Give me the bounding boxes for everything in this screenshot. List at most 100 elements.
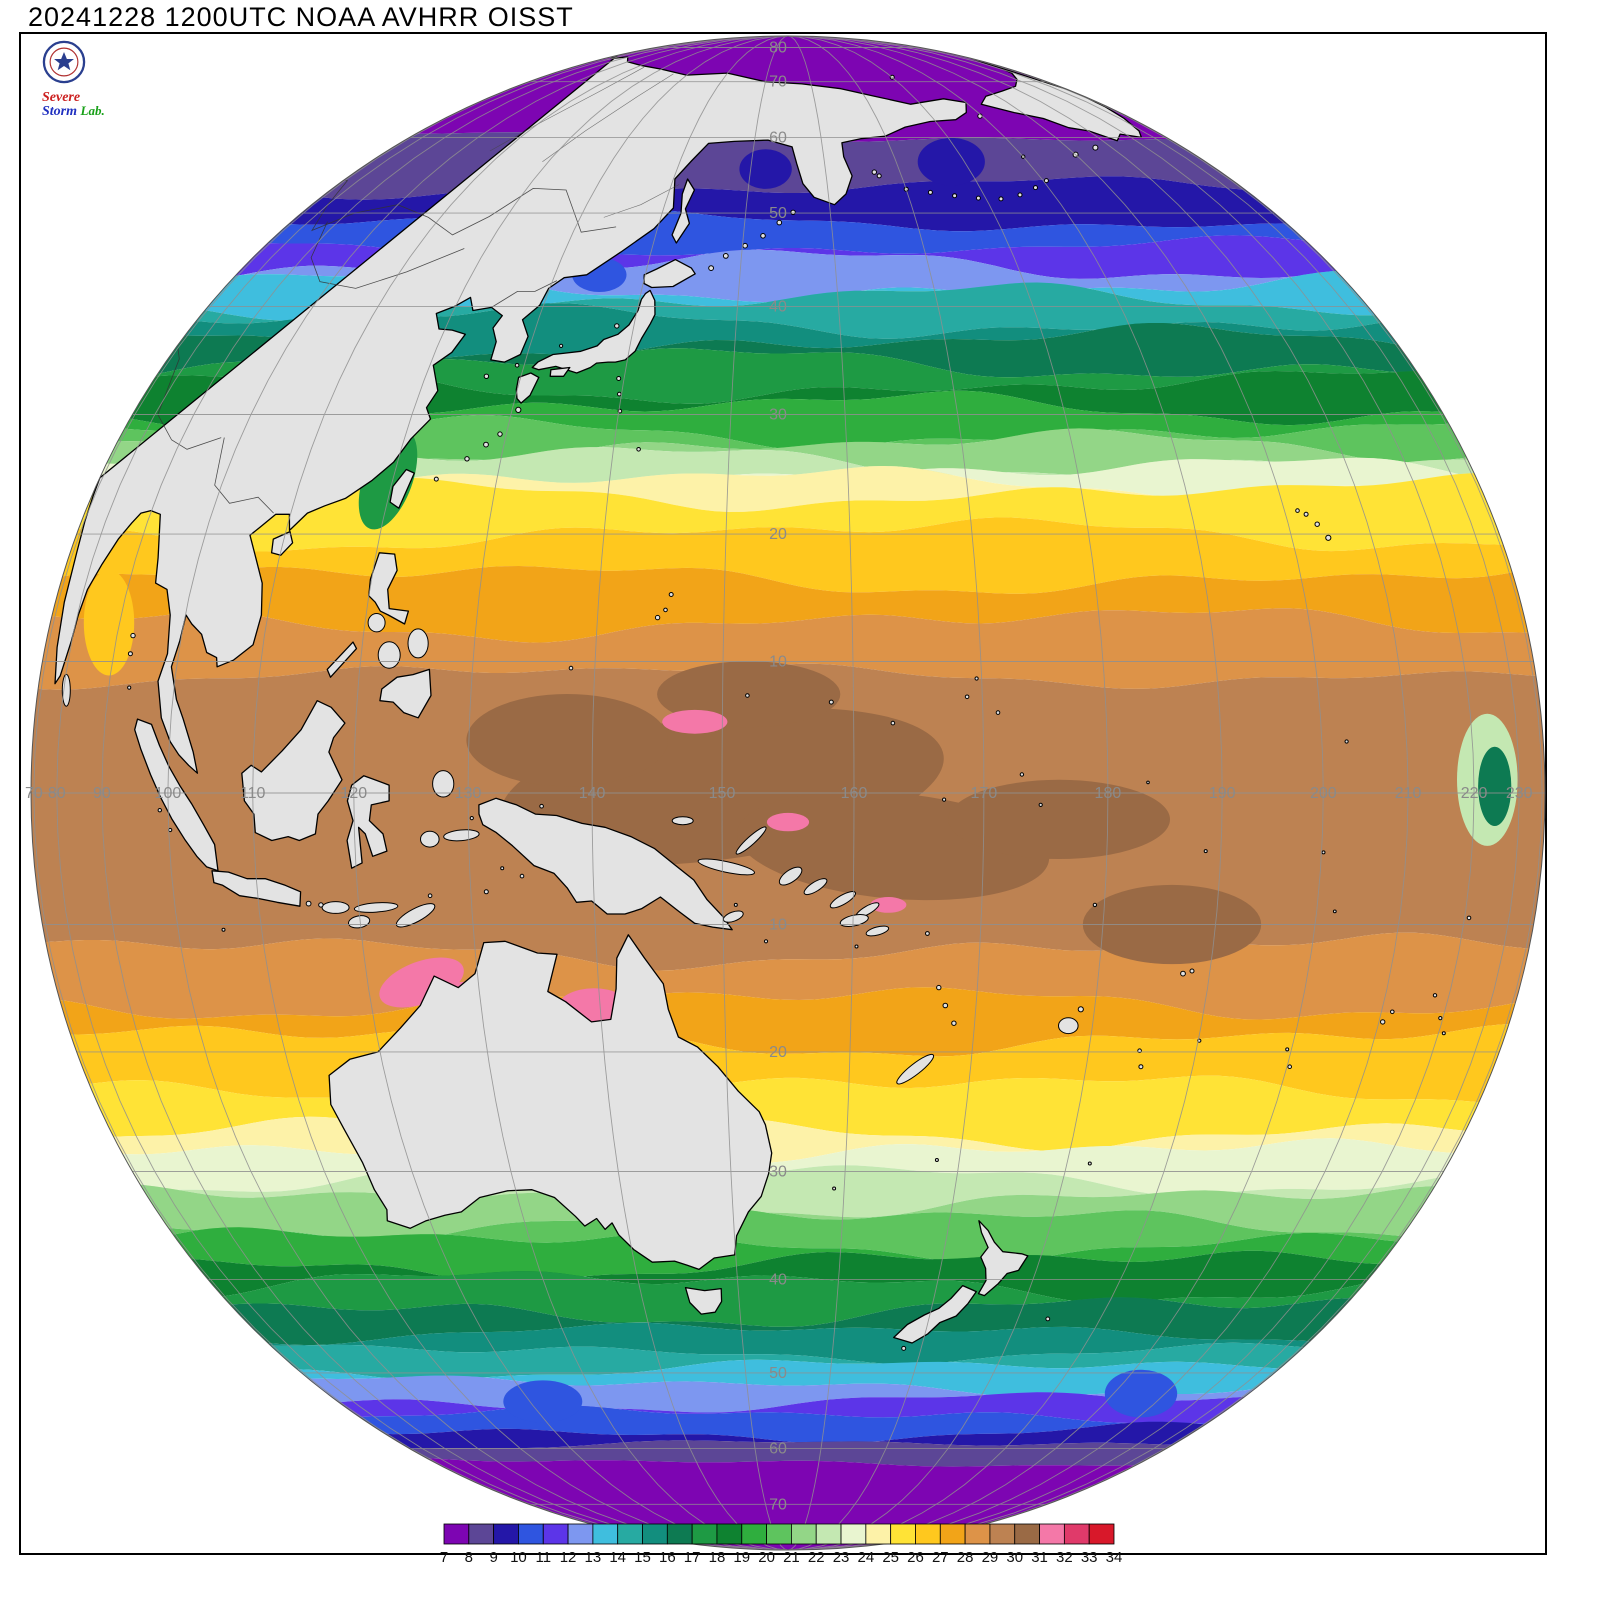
lat-label: 40 <box>769 298 787 315</box>
land-hainan <box>270 530 294 556</box>
land-java <box>211 870 302 907</box>
island-dot <box>1314 521 1320 527</box>
colorbar-tick-label: 9 <box>489 1549 497 1566</box>
sst-feature <box>1478 746 1512 827</box>
colorbar-tick-label: 12 <box>560 1549 577 1566</box>
lat-label: 20 <box>769 526 787 543</box>
island-dot <box>934 1158 939 1162</box>
lat-label: 20 <box>769 1044 787 1061</box>
island <box>865 925 890 937</box>
island-dot <box>1287 1064 1292 1069</box>
lon-label: 230 <box>1506 785 1533 802</box>
island <box>395 903 436 928</box>
lon-label: 150 <box>709 785 736 802</box>
logo-word-storm: Storm <box>42 104 78 119</box>
lon-label: 160 <box>841 785 868 802</box>
land-shikoku <box>549 366 571 377</box>
island <box>443 829 480 842</box>
island-dot <box>1033 185 1038 191</box>
colorbar-tick-label: 33 <box>1081 1549 1098 1566</box>
island-dot <box>745 693 750 698</box>
meridian-line <box>721 36 789 1550</box>
sst-band <box>31 1291 1545 1346</box>
island-dot <box>1087 1161 1092 1166</box>
lon-label: 70 <box>25 785 43 802</box>
sst-band <box>31 1340 1545 1382</box>
island-dot <box>998 196 1004 202</box>
island-dot <box>636 447 641 452</box>
island-dot <box>1189 968 1195 974</box>
lat-label: 60 <box>769 1441 787 1458</box>
meridian-line <box>101 36 789 1550</box>
island <box>697 858 755 876</box>
island-dot <box>654 614 661 621</box>
colorbar-segment <box>915 1523 941 1545</box>
island-dot <box>942 797 947 802</box>
lon-label: 140 <box>579 785 606 802</box>
colorbar-tick-label: 16 <box>659 1549 676 1566</box>
sst-band <box>31 282 1545 339</box>
island-dot <box>1321 850 1326 855</box>
colorbar-segment <box>666 1523 693 1545</box>
island-dot <box>925 931 930 936</box>
colorbar-tick-label: 32 <box>1056 1549 1073 1566</box>
island-dot <box>1438 1016 1443 1021</box>
lon-label: 130 <box>455 785 482 802</box>
river-line <box>542 73 674 162</box>
lat-label: 50 <box>769 1365 787 1382</box>
sst-band <box>31 466 1545 512</box>
island-dot <box>539 803 544 809</box>
land-hokkaido <box>643 258 696 289</box>
land-nznorth <box>977 1220 1029 1297</box>
island-dot <box>871 169 877 175</box>
island <box>671 816 694 826</box>
island-dot <box>127 685 132 690</box>
lon-label: 110 <box>240 785 266 802</box>
island-dot <box>500 866 505 871</box>
island-dot <box>483 441 489 448</box>
island-dot <box>1344 739 1349 744</box>
sst-band <box>31 1138 1545 1196</box>
colorbar-tick-label: 25 <box>882 1549 899 1566</box>
colorbar-segment <box>939 1523 966 1545</box>
meridian-line <box>787 36 1223 1550</box>
lon-label: 190 <box>1209 785 1236 802</box>
severe-storm-lab-logo: Severe Storm Lab. <box>42 40 162 119</box>
land-palawan <box>326 641 358 678</box>
island-dot <box>464 456 470 462</box>
island <box>321 901 350 914</box>
island-dot <box>876 173 882 179</box>
sst-band <box>31 176 1545 232</box>
island-dot <box>760 233 766 239</box>
island-dot <box>497 431 503 437</box>
sst-band <box>31 1250 1545 1303</box>
island <box>896 1053 935 1085</box>
land-tasmania <box>684 1286 723 1315</box>
colorbar-segment <box>468 1523 495 1545</box>
sst-band <box>31 987 1545 1057</box>
grid-labels: 70 80 90 100 110 120 130 140 150 160 170 180 190 200 2… <box>25 40 1533 1514</box>
lon-label: 100 <box>155 785 182 802</box>
country-border <box>157 347 222 450</box>
colorbar-tick-label: 28 <box>957 1549 974 1566</box>
island-dot <box>763 939 769 944</box>
meridian-line <box>787 36 1324 1550</box>
meridian-line <box>167 36 789 1550</box>
island <box>735 826 767 855</box>
logo-word-lab: Lab. <box>80 103 105 118</box>
island-dot <box>1332 909 1337 914</box>
colorbar-tick-label: 30 <box>1006 1549 1023 1566</box>
island-dot <box>964 694 970 700</box>
island-dot <box>130 632 136 639</box>
colorbar-segment <box>542 1523 569 1545</box>
island <box>722 910 744 923</box>
lon-label: 90 <box>93 785 111 802</box>
lon-label: 120 <box>340 785 367 802</box>
colorbar-tick-label: 11 <box>535 1549 551 1566</box>
land-luzon <box>368 552 410 625</box>
lon-label: 170 <box>971 785 998 802</box>
sst-feature <box>948 779 1170 860</box>
globe-outline <box>30 35 1546 1551</box>
